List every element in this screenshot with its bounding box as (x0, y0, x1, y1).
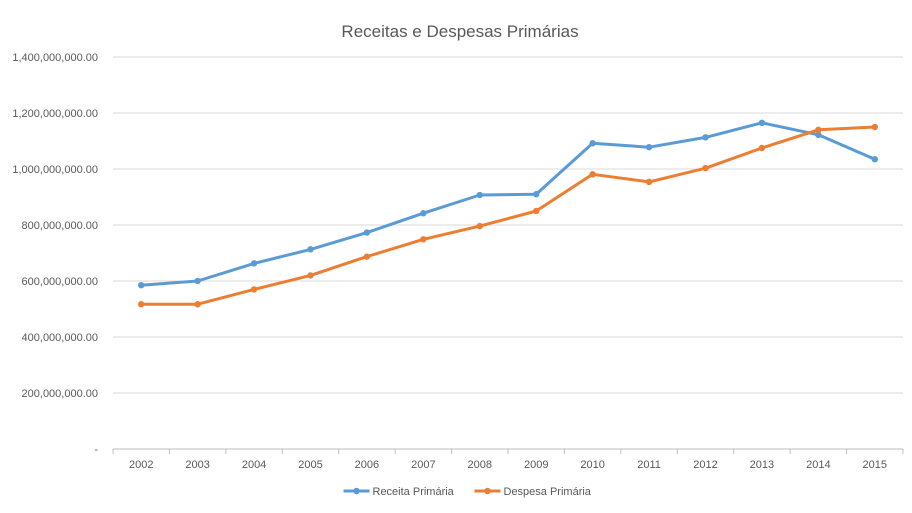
x-tick-label: 2013 (750, 459, 774, 471)
data-point (871, 123, 878, 131)
data-point (533, 191, 540, 198)
x-tick-label: 2014 (806, 459, 830, 471)
x-tick-label: 2009 (524, 459, 548, 471)
x-tick-label: 2012 (693, 459, 717, 471)
series-group (138, 119, 878, 308)
x-tick-label: 2011 (637, 459, 661, 471)
x-tick-label: 2008 (468, 459, 492, 471)
y-tick-label: - (94, 444, 98, 456)
y-tick-label: 400,000,000.00 (22, 332, 98, 344)
data-point (476, 222, 483, 230)
data-point (250, 260, 258, 267)
data-point (589, 140, 596, 147)
data-point (194, 301, 201, 308)
data-point (250, 286, 258, 293)
data-point (702, 164, 709, 172)
y-axis: - 200,000,000.00 400,000,000.00 600,000,000… (12, 52, 98, 456)
data-point (645, 143, 653, 151)
data-point (307, 272, 314, 279)
data-point (533, 207, 540, 215)
data-point (815, 131, 822, 139)
y-tick-label: 600,000,000.00 (22, 276, 98, 288)
data-point (589, 171, 596, 178)
data-point (194, 277, 201, 285)
chart-title: Receitas e Despesas Primárias (341, 22, 578, 41)
data-point (871, 156, 878, 163)
data-point (758, 119, 766, 127)
x-tick-label: 2006 (355, 459, 379, 471)
y-tick-label: 800,000,000.00 (22, 220, 98, 232)
data-point (420, 236, 427, 243)
legend-label: Receita Primária (373, 486, 455, 498)
data-point (138, 282, 145, 289)
data-point (420, 210, 427, 217)
x-axis: 2002 2003 2004 2005 2006 2007 2008 2009 2010 2011… (112, 448, 904, 471)
legend-label: Despesa Primária (504, 486, 592, 498)
data-point (476, 191, 483, 199)
legend: Receita Primária Despesa Primária (343, 486, 592, 498)
x-tick-label: 2003 (185, 459, 209, 471)
x-tick-label: 2010 (580, 459, 604, 471)
data-point (363, 253, 371, 260)
gridlines (113, 56, 903, 394)
data-point (307, 246, 314, 253)
y-tick-label: 1,400,000,000.00 (12, 52, 98, 64)
y-tick-label: 200,000,000.00 (22, 388, 98, 400)
data-point (815, 126, 822, 133)
series-line-1 (139, 125, 877, 306)
x-tick-label: 2005 (298, 459, 322, 471)
series-line-0 (139, 121, 877, 287)
data-point (702, 134, 709, 141)
x-tick-label: 2007 (411, 459, 435, 471)
x-tick-label: 2015 (863, 459, 887, 471)
y-tick-label: 1,200,000,000.00 (12, 108, 98, 120)
data-point (758, 144, 766, 152)
x-tick-label: 2004 (242, 459, 266, 471)
data-point (138, 301, 145, 308)
data-point (363, 229, 371, 236)
y-tick-label: 1,000,000,000.00 (12, 164, 98, 176)
data-point (645, 178, 653, 186)
legend-swatch-marker (353, 487, 360, 495)
x-tick-label: 2002 (129, 459, 153, 471)
legend-swatch-marker (484, 487, 491, 495)
